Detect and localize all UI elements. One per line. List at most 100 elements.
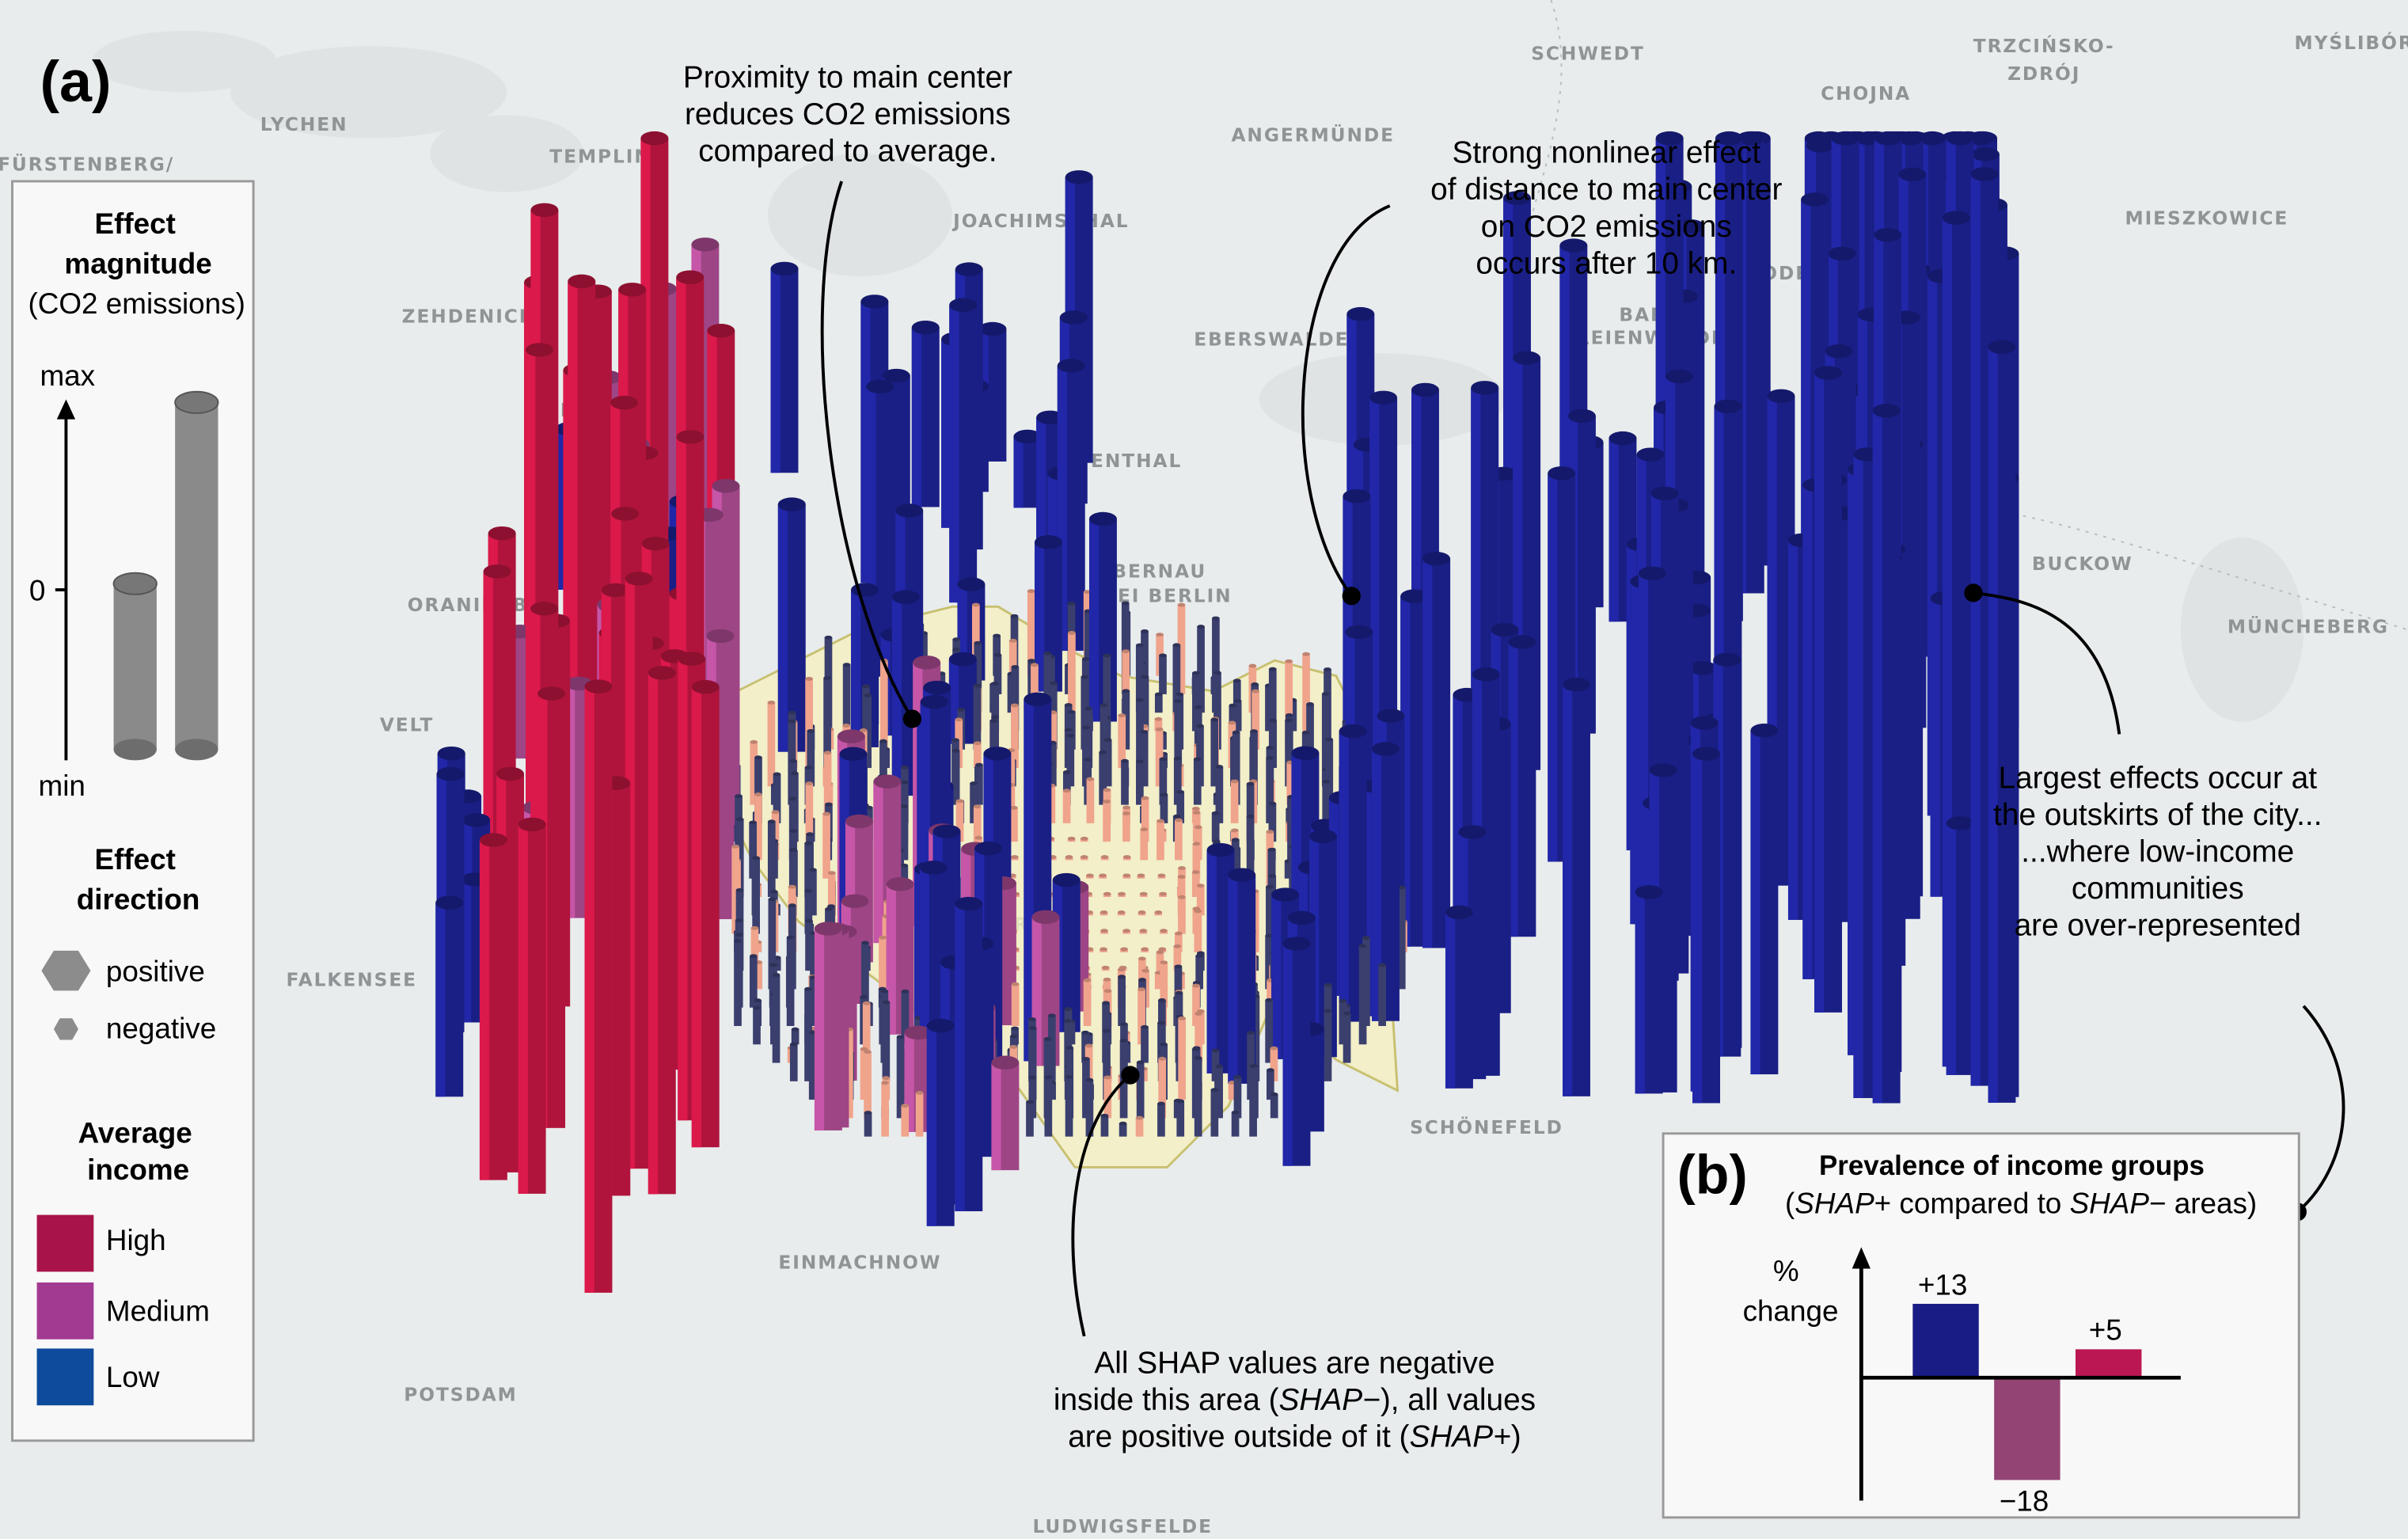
bar-data-label: −18 [2000,1484,2049,1517]
inner-shap-bar [915,1091,924,1137]
inner-shap-bar [823,750,832,823]
inner-shap-bar [1065,855,1073,861]
inner-shap-bar [1195,954,1204,990]
map-label: EINMACHNOW [778,1252,941,1274]
inner-shap-bar [900,804,909,861]
inner-shap-bar [1103,800,1111,842]
inner-shap-bar [1136,759,1144,805]
map-label: ZDRÓJ [2007,63,2080,85]
inner-shap-bar [1135,1115,1144,1137]
inner-shap-bar [1011,703,1019,769]
inner-shap-bar [735,817,744,898]
shap-bar [770,261,799,473]
inner-shap-bar [768,897,777,990]
inner-shap-bar [1230,779,1239,823]
inner-shap-bar [1047,1013,1056,1081]
map-water-shapes [92,0,2408,722]
inner-shap-bar [1103,1075,1112,1119]
inner-shap-bar [786,935,795,1026]
legend-swatch-high [36,1214,94,1272]
inner-shap-bar [1302,652,1310,750]
inner-shap-bar [1141,1024,1149,1063]
inner-shap-bar [1213,671,1221,750]
annotation-leader-line [1301,204,1391,597]
shap-bar [584,679,613,1293]
map-water-shape [92,30,277,93]
inner-shap-bar [749,820,757,879]
inner-shap-bar [1100,929,1108,934]
inner-shap-bar [1099,750,1107,805]
shap-bar [1988,340,2016,1103]
inner-shap-bar [1246,814,1255,879]
annotation-dot [1121,1066,1140,1085]
annotation-outskirts-line: Largest effects occur at [1998,761,2317,795]
annotation-outskirts-line: are over-represented [2015,909,2301,943]
inner-shap-bar [1378,963,1386,1026]
inner-shap-bar [805,781,814,861]
inner-shap-bar [754,755,762,823]
inner-shap-bar [1210,1088,1219,1137]
inner-shap-bar [1139,929,1148,934]
inner-shap-bar [1270,1046,1278,1081]
inner-shap-bar [1159,653,1167,694]
map-label: ENTHAL [1091,450,1182,472]
shap-bar [955,896,983,1211]
panel-b: (b) Prevalence of income groups (SHAP+ c… [1662,1132,2300,1519]
map-label: FALKENSEE [287,970,417,991]
inner-shap-bar [1122,855,1131,861]
inner-shap-bar [1249,1064,1257,1137]
map-label: LUDWIGSFELDE [1032,1516,1212,1537]
map-label: MYŚLIBÓR [2295,32,2408,54]
inner-shap-bar [1194,909,1202,952]
map-label: JOACHIMSTHAL [951,211,1129,232]
inner-shap-bar [1270,1092,1278,1119]
inner-shap-bar [1140,827,1149,861]
inner-shap-bar [1139,891,1148,898]
inner-shap-bar [1101,965,1110,971]
inner-shap-bar [1324,1009,1332,1081]
annotation-leader-line [2296,1005,2345,1214]
shap-bar [1228,868,1256,1084]
inner-shap-bar [1266,755,1274,823]
shap-bar [1608,431,1637,622]
map-label: BERNAU [1112,560,1206,582]
inner-shap-bar [1100,1113,1109,1137]
inner-shap-bar [1119,1121,1127,1137]
inner-shap-bar [1358,944,1367,1045]
inner-shap-bar [1010,855,1019,861]
legend-swatch-medium [36,1282,94,1340]
inner-shap-bar [864,1050,872,1119]
inner-shap-bar [1343,1011,1351,1063]
shap-bar [1750,723,1779,1075]
bar-high [2075,1349,2142,1378]
inner-shap-bar [1118,891,1126,898]
inner-shap-bar [754,792,762,861]
inner-shap-bar [973,804,982,842]
inner-shap-bar [789,1042,798,1081]
annotation-outskirts-line: the outskirts of the city... [1993,798,2322,832]
inner-shap-bar [975,762,983,805]
shap-bar [911,320,940,507]
annotation-dot [1342,587,1361,606]
annotation-shap-area-line: inside this area (SHAP−), all values [1054,1383,1536,1417]
legend-axis-max: max [40,359,95,392]
inner-shap-bar [1122,873,1131,879]
inner-shap-bar [1265,998,1273,1063]
inner-shap-bar [1080,836,1088,842]
inner-shap-bar [805,677,813,769]
inner-shap-bar [772,973,781,1063]
shap-bar [926,1018,955,1226]
map-label: ORANIENBU [408,595,545,616]
shap-bar [1371,742,1400,1021]
inner-shap-bar [1122,811,1130,842]
legend-direction-title-1: Effect [95,843,176,876]
inner-shap-bar [901,1104,910,1137]
inner-shap-bar [1081,674,1089,750]
inner-shap-bar [1160,960,1168,1008]
inner-shap-bar [1103,738,1112,787]
inner-shap-bar [1031,663,1039,713]
inner-shap-bar [1172,643,1181,713]
inner-shap-bar [993,653,1002,694]
map-label: TRZCIŃSKO- [1973,35,2115,57]
shap-bar [518,817,546,1194]
